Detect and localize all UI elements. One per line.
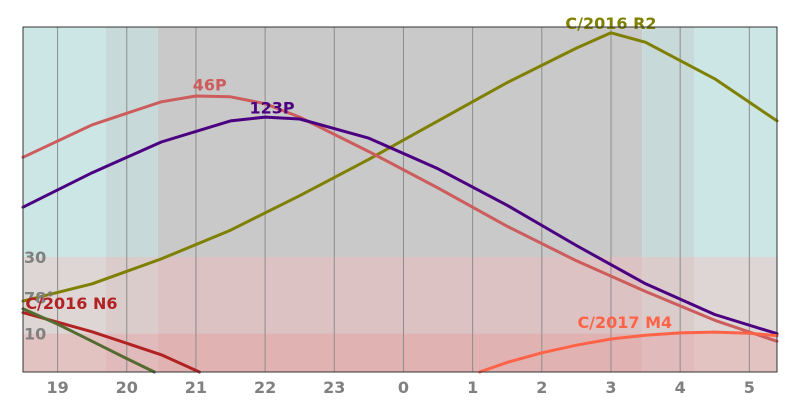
x-tick-label-1: 1 [467,378,478,397]
series-line-123p [21,115,779,336]
sky-band-night [157,27,643,372]
series-lines [21,31,779,374]
sky-bands [23,27,777,372]
x-tick-label-22: 22 [254,378,276,397]
series-line-46p [21,94,779,343]
series-label-c-2016-r2: C/2016 R2 [565,14,656,33]
x-tick-label-19: 19 [46,378,68,397]
x-tick-label-0: 0 [398,378,409,397]
x-tick-label-23: 23 [323,378,345,397]
series-labels: C/2016 R2 46P 123P C/2016 N6 C/2017 M4 [25,14,672,332]
series-label-c-2017-m4: C/2017 M4 [577,313,672,332]
plot-frame [22,26,778,373]
altitude-band-1 [23,333,777,372]
x-tick-label-3: 3 [605,378,616,397]
x-tick-label-4: 4 [675,378,686,397]
series-line-c-2017-m4 [478,330,779,374]
y-tick-labels: 30 10 78° [24,248,54,344]
x-tick-label-2: 2 [536,378,547,397]
x-tick-labels: 19 20 21 22 23 0 1 2 3 4 5 [46,378,754,397]
series-label-c-2016-n6: C/2016 N6 [25,294,117,313]
series-label-46p: 46P [193,75,227,94]
gridlines [57,27,750,372]
series-label-123p: 123P [249,98,294,117]
series-line-c-2016-r2 [21,31,779,303]
y-tick-label-10: 10 [24,325,46,344]
x-tick-label-5: 5 [744,378,755,397]
y-tick-label-30: 30 [24,248,46,267]
x-tick-label-20: 20 [116,378,138,397]
sky-band-twilight [642,27,694,372]
x-tick-label-21: 21 [185,378,207,397]
series-line-c-2016-n6 [21,311,201,374]
sky-band-twilight [693,27,777,372]
max-altitude-label: 78° [24,288,54,307]
sky-band-twilight [106,27,158,372]
series-line-unnamed-4 [21,307,156,374]
